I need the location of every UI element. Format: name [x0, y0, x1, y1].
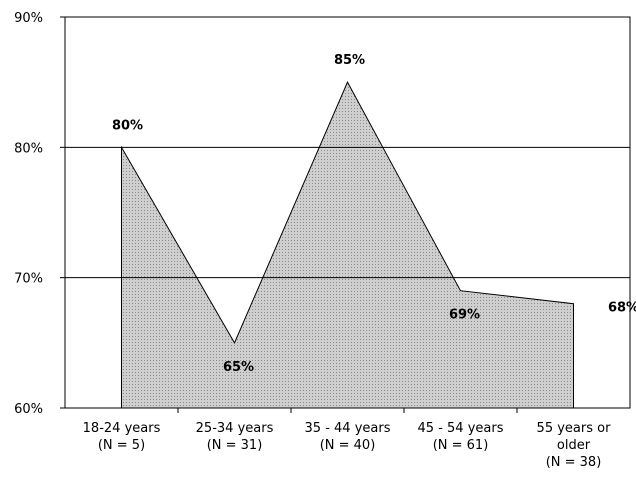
x-tick-label-line: older: [557, 438, 591, 453]
value-label: 65%: [223, 360, 254, 375]
y-tick-label: 60%: [14, 402, 43, 417]
y-tick-label: 90%: [14, 11, 43, 26]
x-tick-label-line: (N = 61): [433, 438, 489, 453]
x-tick-label: 25-34 years (N = 31): [196, 421, 274, 453]
x-tick-label: 35 - 44 years (N = 40): [305, 421, 391, 453]
x-tick-label-line: (N = 31): [207, 438, 263, 453]
x-tick-label-line: 45 - 54 years: [418, 421, 504, 436]
x-tick-label-line: 25-34 years: [196, 421, 274, 436]
plot-border: [64, 16, 631, 409]
y-tick-label: 70%: [14, 272, 43, 287]
value-label: 69%: [449, 308, 480, 323]
x-tick-label-line: 55 years or: [537, 421, 612, 436]
x-tick-label-line: 18-24 years: [83, 421, 161, 436]
x-tick-label: 55 years or older (N = 38): [537, 421, 612, 470]
area: [121, 81, 574, 409]
value-label: 80%: [112, 118, 143, 133]
value-label: 68%: [608, 301, 636, 316]
x-tick-label-line: (N = 38): [546, 455, 602, 470]
y-tick-label: 80%: [14, 141, 43, 156]
x-tick-label-line: (N = 40): [320, 438, 376, 453]
x-tick-label-line: (N = 5): [98, 438, 145, 453]
x-tick-label: 45 - 54 years (N = 61): [418, 421, 504, 453]
value-label: 85%: [334, 53, 365, 68]
x-tick-label: 18-24 years (N = 5): [83, 421, 161, 453]
x-tick-label-line: 35 - 44 years: [305, 421, 391, 436]
